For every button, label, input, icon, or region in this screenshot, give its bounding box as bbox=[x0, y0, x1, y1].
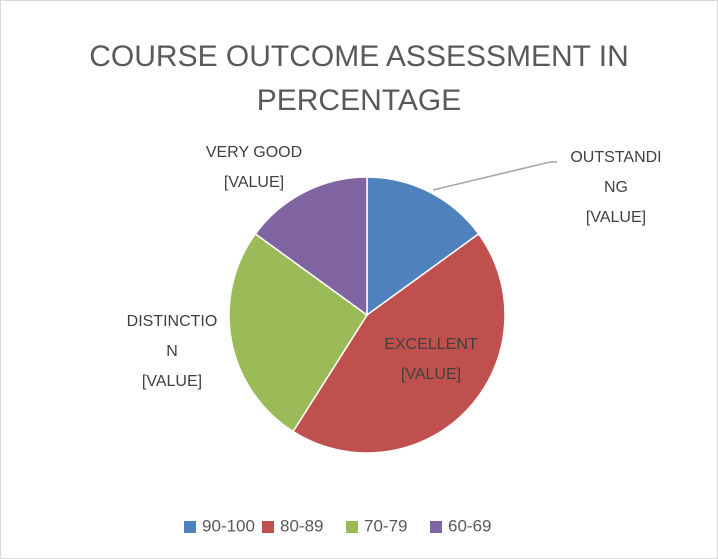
data-label: [VALUE] bbox=[586, 209, 646, 226]
legend-label: 70-79 bbox=[364, 516, 407, 535]
legend-label: 80-89 bbox=[280, 516, 323, 535]
pie-slice bbox=[292, 232, 506, 454]
legend-swatch bbox=[430, 521, 442, 533]
chart-title: PERCENTAGE bbox=[257, 84, 461, 117]
legend-swatch bbox=[184, 521, 196, 533]
pie-slice bbox=[228, 232, 369, 433]
data-label: [VALUE] bbox=[224, 174, 284, 191]
pie-slice bbox=[254, 176, 368, 317]
data-label: DISTINCTIO bbox=[127, 313, 218, 330]
leader-line bbox=[432, 161, 557, 191]
data-label: NG bbox=[604, 179, 628, 196]
data-label: EXCELLENT bbox=[384, 336, 478, 353]
legend-swatch bbox=[262, 521, 274, 533]
data-label: N bbox=[166, 343, 178, 360]
legend-swatch bbox=[346, 521, 358, 533]
data-label: VERY GOOD bbox=[206, 144, 302, 161]
chart-title: COURSE OUTCOME ASSESSMENT IN bbox=[89, 40, 629, 73]
data-label: OUTSTANDI bbox=[570, 149, 661, 166]
data-label: [VALUE] bbox=[401, 366, 461, 383]
pie-slice bbox=[366, 176, 480, 317]
data-label: [VALUE] bbox=[142, 373, 202, 390]
legend-label: 60-69 bbox=[448, 516, 491, 535]
legend-label: 90-100 bbox=[202, 516, 255, 535]
